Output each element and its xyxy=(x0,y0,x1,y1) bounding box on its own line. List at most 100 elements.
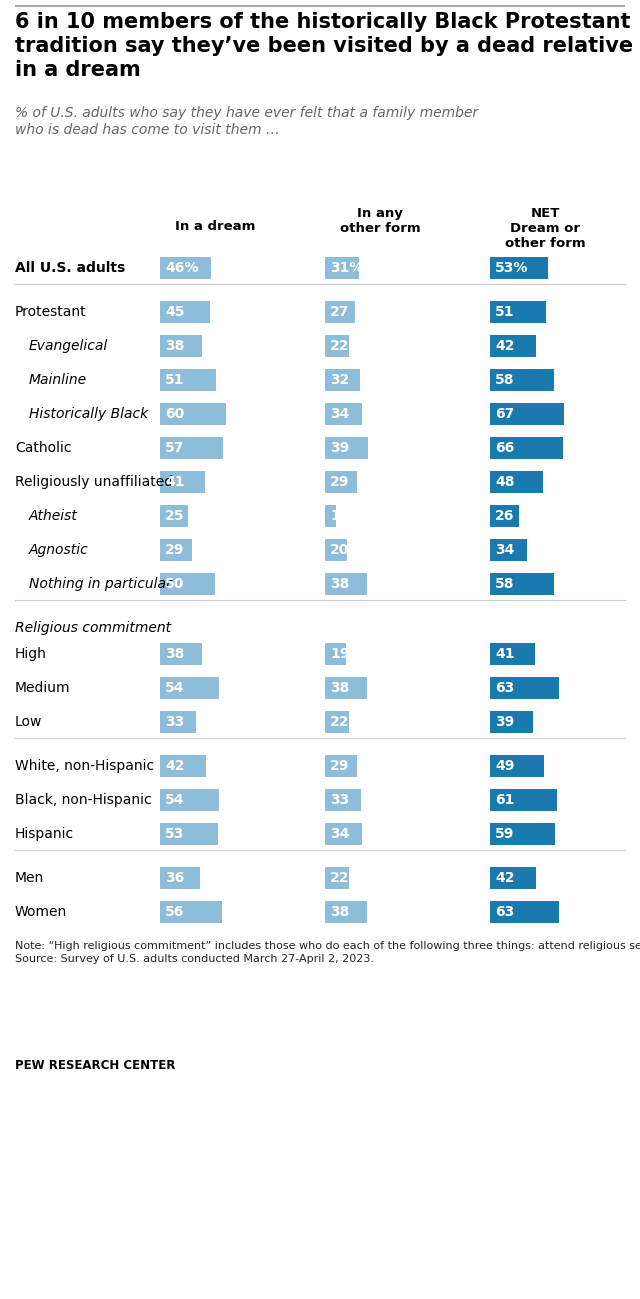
Bar xyxy=(160,257,211,279)
Bar xyxy=(325,902,367,924)
Text: 6 in 10 members of the historically Black Protestant
tradition say they’ve been : 6 in 10 members of the historically Blac… xyxy=(15,12,633,81)
Bar xyxy=(160,335,202,357)
Text: 10: 10 xyxy=(330,509,349,523)
Text: Note: “High religious commitment” includes those who do each of the following th: Note: “High religious commitment” includ… xyxy=(15,940,640,964)
Bar xyxy=(325,755,357,777)
Text: 58: 58 xyxy=(495,577,515,591)
Text: Nothing in particular: Nothing in particular xyxy=(29,577,172,591)
Bar xyxy=(160,472,205,494)
Text: White, non-Hispanic: White, non-Hispanic xyxy=(15,759,154,773)
Text: 38: 38 xyxy=(330,681,349,695)
Text: Religiously unaffiliated: Religiously unaffiliated xyxy=(15,475,173,488)
Text: Protestant: Protestant xyxy=(15,305,86,320)
Bar xyxy=(325,677,367,699)
Text: High: High xyxy=(15,647,47,661)
Text: 63: 63 xyxy=(495,681,515,695)
Text: 51: 51 xyxy=(165,373,184,387)
Text: 38: 38 xyxy=(165,647,184,661)
Text: 29: 29 xyxy=(330,759,349,773)
Text: 33: 33 xyxy=(165,714,184,729)
Text: 54: 54 xyxy=(165,792,184,807)
Text: 45: 45 xyxy=(165,305,184,320)
Text: 34: 34 xyxy=(495,543,515,557)
Bar xyxy=(160,369,216,391)
Text: 22: 22 xyxy=(330,714,349,729)
Text: 56: 56 xyxy=(165,905,184,918)
Text: Medium: Medium xyxy=(15,681,70,695)
Bar xyxy=(160,643,202,665)
Bar xyxy=(160,711,196,733)
Bar xyxy=(490,257,548,279)
Text: 48: 48 xyxy=(495,475,515,488)
Bar xyxy=(490,788,557,811)
Text: 39: 39 xyxy=(330,440,349,455)
Text: Mainline: Mainline xyxy=(29,373,87,387)
Text: NET
Dream or
other form: NET Dream or other form xyxy=(505,207,586,249)
Text: 22: 22 xyxy=(330,339,349,353)
Text: Catholic: Catholic xyxy=(15,440,72,455)
Bar xyxy=(490,573,554,595)
Text: Religious commitment: Religious commitment xyxy=(15,621,171,635)
Text: Low: Low xyxy=(15,714,42,729)
Bar xyxy=(325,369,360,391)
Text: 46%: 46% xyxy=(165,261,198,275)
Bar xyxy=(325,824,362,846)
Bar xyxy=(325,257,359,279)
Bar xyxy=(160,677,220,699)
Bar xyxy=(490,755,544,777)
Bar xyxy=(325,866,349,889)
Bar xyxy=(325,403,362,425)
Text: Black, non-Hispanic: Black, non-Hispanic xyxy=(15,792,152,807)
Bar xyxy=(325,788,362,811)
Text: 42: 42 xyxy=(495,339,515,353)
Text: 58: 58 xyxy=(495,373,515,387)
Bar xyxy=(490,824,555,846)
Text: 29: 29 xyxy=(330,475,349,488)
Bar xyxy=(490,301,546,323)
Text: 41: 41 xyxy=(165,475,184,488)
Bar xyxy=(490,436,563,459)
Bar xyxy=(490,643,535,665)
Bar xyxy=(160,788,220,811)
Text: 38: 38 xyxy=(330,577,349,591)
Text: 26: 26 xyxy=(495,509,515,523)
Text: In any
other form: In any other form xyxy=(340,207,420,235)
Text: 63: 63 xyxy=(495,905,515,918)
Bar xyxy=(490,335,536,357)
Text: 67: 67 xyxy=(495,407,515,421)
Text: 42: 42 xyxy=(165,759,184,773)
Text: 34: 34 xyxy=(330,407,349,421)
Bar xyxy=(490,711,533,733)
Bar xyxy=(325,643,346,665)
Bar xyxy=(160,301,209,323)
Text: PEW RESEARCH CENTER: PEW RESEARCH CENTER xyxy=(15,1059,175,1072)
Text: Women: Women xyxy=(15,905,67,918)
Bar xyxy=(325,335,349,357)
Text: 34: 34 xyxy=(330,827,349,840)
Bar xyxy=(490,866,536,889)
Bar xyxy=(325,301,355,323)
Bar xyxy=(160,866,200,889)
Text: 20: 20 xyxy=(330,543,349,557)
Text: Evangelical: Evangelical xyxy=(29,339,108,353)
Text: 61: 61 xyxy=(495,792,515,807)
Bar xyxy=(490,369,554,391)
Bar xyxy=(160,539,192,561)
Text: 54: 54 xyxy=(165,681,184,695)
Bar xyxy=(325,573,367,595)
Bar xyxy=(325,472,357,494)
Bar xyxy=(160,505,188,527)
Text: 59: 59 xyxy=(495,827,515,840)
Bar xyxy=(490,472,543,494)
Text: % of U.S. adults who say they have ever felt that a family member
who is dead ha: % of U.S. adults who say they have ever … xyxy=(15,107,478,138)
Text: All U.S. adults: All U.S. adults xyxy=(15,261,125,275)
Text: 38: 38 xyxy=(330,905,349,918)
Bar xyxy=(160,436,223,459)
Bar xyxy=(160,573,215,595)
Text: 33: 33 xyxy=(330,792,349,807)
Bar xyxy=(490,403,564,425)
Text: 49: 49 xyxy=(495,759,515,773)
Bar xyxy=(490,505,518,527)
Bar xyxy=(490,677,559,699)
Bar xyxy=(160,824,218,846)
